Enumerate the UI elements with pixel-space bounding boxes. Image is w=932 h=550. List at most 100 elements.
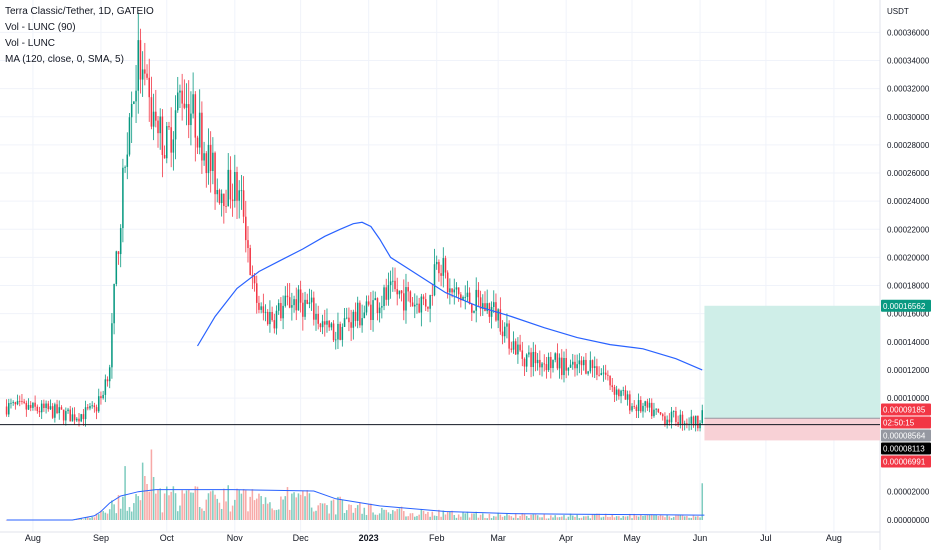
candle-body — [567, 367, 570, 371]
candle-body — [530, 352, 532, 368]
candle-body — [519, 344, 521, 351]
candle-body — [438, 261, 440, 274]
candle-body — [398, 290, 401, 295]
candle-body — [135, 90, 137, 102]
candle-body — [161, 116, 164, 155]
volume-bar — [163, 493, 166, 520]
candle-body — [104, 379, 107, 395]
volume-bar — [95, 513, 98, 520]
volume-bar — [361, 513, 363, 520]
volume-bar — [89, 517, 91, 520]
price-tick-label: 0.00022000 — [887, 225, 930, 234]
candle-body — [38, 410, 41, 413]
candle-body — [32, 402, 34, 408]
volume-bar — [574, 516, 576, 520]
volume-bar — [166, 486, 168, 520]
volume-bar — [550, 515, 552, 520]
candle-body — [69, 409, 71, 422]
volume-bar — [102, 511, 104, 520]
volume-bar — [174, 493, 177, 520]
volume-bar — [686, 516, 688, 520]
candle-body — [297, 289, 300, 311]
candle-body — [387, 285, 390, 300]
candle-body — [21, 401, 23, 402]
volume-bar — [354, 507, 357, 520]
volume-bar — [310, 507, 313, 520]
volume-bar — [523, 513, 526, 520]
candle-body — [304, 299, 306, 317]
time-tick-label: Aug — [826, 533, 842, 543]
volume-bar — [442, 510, 445, 520]
candle-body — [10, 402, 12, 404]
volume-bar — [286, 487, 289, 520]
volume-bar — [87, 517, 89, 520]
volume-bar — [609, 516, 611, 520]
candle-body — [277, 303, 280, 311]
candle-body — [218, 189, 221, 204]
candle-body — [503, 326, 506, 337]
candle-body — [666, 419, 668, 425]
candle-body — [350, 322, 352, 328]
candle-body — [14, 402, 17, 405]
candle-body — [490, 306, 493, 317]
candle-body — [385, 287, 388, 300]
price-tag-bg — [881, 442, 931, 455]
time-tick-label: May — [624, 533, 642, 543]
candle-body — [341, 326, 344, 340]
candle-body — [60, 407, 63, 410]
candle-body — [78, 418, 80, 422]
candle-body — [339, 323, 341, 340]
volume-bar — [664, 517, 666, 520]
volume-bar — [435, 516, 438, 520]
volume-bar — [176, 511, 179, 520]
candle-body — [427, 306, 429, 309]
volume-bar — [488, 513, 491, 520]
volume-bar — [655, 514, 657, 520]
volume-bar — [84, 517, 87, 520]
volume-bar — [576, 514, 578, 520]
volume-bar — [561, 516, 563, 520]
candle-body — [128, 117, 131, 155]
volume-bar — [453, 514, 456, 520]
candle-body — [492, 302, 495, 307]
candle-body — [532, 351, 535, 368]
candle-body — [45, 403, 47, 409]
volume-bar — [539, 517, 541, 520]
candle-body — [89, 406, 91, 409]
volume-bar — [492, 516, 495, 520]
volume-bar — [545, 518, 548, 520]
candle-body — [593, 366, 596, 368]
volume-bar — [352, 512, 355, 520]
price-tick-label: 0.00032000 — [887, 85, 930, 94]
candle-body — [194, 94, 197, 138]
candle-body — [372, 300, 374, 321]
candle-body — [205, 153, 208, 174]
candle-body — [209, 144, 212, 171]
candle-body — [133, 101, 135, 104]
candle-body — [517, 344, 519, 355]
candle-body — [214, 152, 216, 195]
candle-body — [185, 104, 188, 108]
price-tag: 0.00009185 — [881, 403, 931, 416]
volume-bar — [297, 493, 300, 520]
candle-body — [225, 205, 227, 207]
volume-bar — [688, 517, 690, 520]
candle-body — [440, 273, 442, 276]
price-tag-bg — [881, 416, 931, 429]
long-position-tool[interactable] — [704, 305, 880, 441]
candle-body — [604, 372, 607, 375]
candle-body — [286, 295, 289, 298]
volume-bar — [185, 490, 188, 520]
candle-body — [367, 301, 370, 305]
candle-body — [365, 301, 368, 313]
candle-body — [73, 414, 76, 421]
candle-body — [528, 352, 530, 355]
volume-bar — [337, 496, 339, 520]
volume-ma-line — [6, 489, 705, 521]
volume-bar — [692, 515, 695, 520]
volume-bar — [635, 515, 638, 520]
volume-bar — [172, 486, 175, 520]
candle-body — [196, 137, 199, 148]
volume-bar — [506, 513, 508, 520]
